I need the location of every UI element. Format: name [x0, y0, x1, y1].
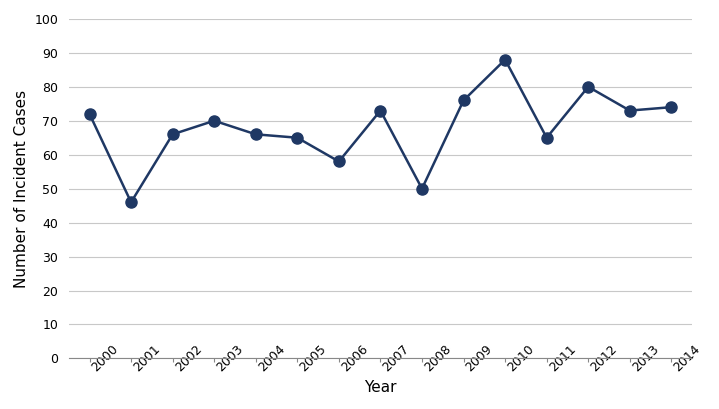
X-axis label: Year: Year — [365, 380, 397, 395]
Y-axis label: Number of Incident Cases: Number of Incident Cases — [14, 90, 29, 288]
